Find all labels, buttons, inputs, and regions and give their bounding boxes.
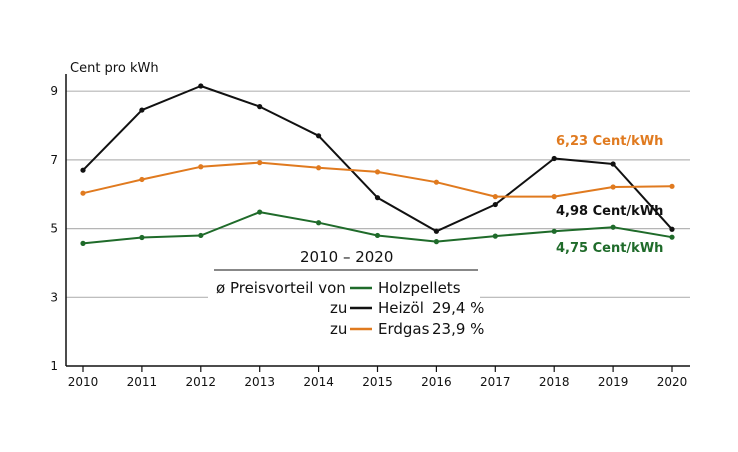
x-tick-label-2017: 2017: [480, 375, 511, 389]
legend-background: [208, 246, 480, 342]
x-tick-label-2015: 2015: [362, 375, 393, 389]
x-tick-label-2016: 2016: [421, 375, 452, 389]
y-tick-label-3: 3: [50, 290, 58, 304]
x-tick-label-2012: 2012: [186, 375, 217, 389]
point-heizoel-2013: [257, 104, 263, 110]
legend-row1-label: Holzpellets: [378, 279, 461, 297]
point-erdgas-2020: [669, 183, 675, 189]
point-holzpellets-2012: [198, 232, 204, 239]
point-erdgas-2019: [610, 184, 616, 190]
point-heizoel-2011: [139, 107, 145, 113]
point-holzpellets-2013: [257, 209, 263, 215]
point-holzpellets-2011: [139, 234, 145, 241]
point-erdgas-2018: [551, 194, 557, 200]
point-erdgas-2013: [257, 160, 263, 166]
point-heizoel-2010: [80, 167, 86, 173]
x-ticks: 2010 2011 2012 2013 2014 2015 2016 2017 2018 2019…: [68, 366, 688, 389]
point-holzpellets-2010: [80, 240, 86, 246]
point-holzpellets-2015: [374, 232, 381, 239]
x-tick-label-2019: 2019: [598, 375, 629, 389]
legend-row3-label: Erdgas: [378, 320, 430, 338]
point-holzpellets-2017: [492, 233, 498, 239]
point-holzpellets-2014: [316, 220, 322, 226]
legend: 2010 – 2020 ø Preisvorteil von Holzpelle…: [208, 246, 484, 342]
point-heizoel-2018: [551, 155, 557, 162]
series-group: [80, 83, 675, 246]
end-label-heizoel: 4,98 Cent/kWh: [556, 204, 663, 219]
point-heizoel-2019: [610, 161, 616, 167]
point-erdgas-2011: [139, 176, 145, 183]
y-tick-label-7: 7: [50, 153, 58, 167]
x-tick-label-2014: 2014: [303, 375, 334, 389]
x-tick-label-2018: 2018: [539, 375, 570, 389]
series-line-erdgas: [82, 161, 673, 198]
x-tick-label-2011: 2011: [127, 375, 158, 389]
end-label-holzpellets: 4,75 Cent/kWh: [556, 241, 663, 256]
legend-row3-prefix: zu: [330, 320, 347, 338]
x-tick-label-2010: 2010: [68, 375, 99, 389]
legend-row2-label: Heizöl: [378, 299, 424, 317]
x-tick-label-2020: 2020: [657, 375, 688, 389]
legend-row1-prefix: ø Preisvorteil von: [216, 279, 346, 297]
point-heizoel-2015: [374, 195, 381, 201]
point-heizoel-2017: [492, 201, 498, 208]
x-tick-label-2013: 2013: [244, 375, 275, 389]
point-erdgas-2012: [198, 164, 204, 170]
point-heizoel-2016: [433, 228, 439, 234]
point-heizoel-2020: [669, 226, 675, 232]
y-tick-label-1: 1: [50, 359, 58, 373]
legend-title: 2010 – 2020: [300, 248, 393, 266]
y-axis-label: Cent pro kWh: [70, 61, 159, 76]
legend-row3-value: 23,9 %: [432, 320, 484, 338]
legend-row2-value: 29,4 %: [432, 299, 484, 317]
point-holzpellets-2016: [433, 239, 439, 245]
point-holzpellets-2019: [610, 224, 616, 230]
point-holzpellets-2018: [551, 228, 557, 234]
y-tick-label-5: 5: [50, 222, 58, 236]
y-ticks: 1 3 5 7 9: [50, 84, 58, 373]
legend-row2-prefix: zu: [330, 299, 347, 317]
point-erdgas-2010: [80, 190, 86, 196]
point-holzpellets-2020: [669, 234, 675, 240]
point-erdgas-2014: [316, 165, 322, 171]
point-erdgas-2017: [492, 194, 498, 200]
point-erdgas-2015: [374, 169, 381, 175]
end-label-erdgas: 6,23 Cent/kWh: [556, 134, 663, 149]
point-heizoel-2014: [316, 133, 322, 139]
point-heizoel-2012: [198, 83, 204, 89]
point-erdgas-2016: [433, 179, 439, 185]
y-tick-label-9: 9: [50, 84, 58, 98]
